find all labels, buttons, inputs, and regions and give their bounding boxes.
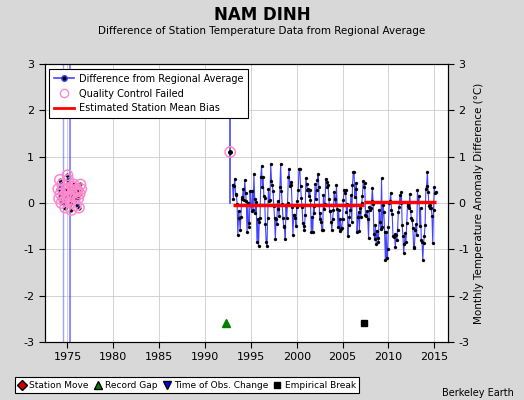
Point — [77, 181, 85, 188]
Text: Difference of Station Temperature Data from Regional Average: Difference of Station Temperature Data f… — [99, 26, 425, 36]
Point — [75, 190, 84, 197]
Point — [61, 204, 69, 211]
Point — [72, 202, 80, 208]
Point — [62, 186, 71, 192]
Point — [65, 186, 73, 192]
Y-axis label: Monthly Temperature Anomaly Difference (°C): Monthly Temperature Anomaly Difference (… — [474, 82, 484, 324]
Point — [56, 177, 64, 183]
Point — [57, 200, 66, 206]
Point — [75, 204, 83, 211]
Text: Berkeley Earth: Berkeley Earth — [442, 388, 514, 398]
Point — [74, 195, 82, 202]
Point — [55, 195, 63, 202]
Point — [59, 186, 67, 192]
Point — [70, 188, 79, 195]
Point — [77, 186, 85, 192]
Point — [66, 193, 74, 199]
Point — [60, 198, 69, 204]
Text: NAM DINH: NAM DINH — [214, 6, 310, 24]
Point — [71, 195, 79, 202]
Point — [54, 186, 62, 192]
Point — [67, 207, 75, 213]
Point — [69, 184, 77, 190]
Legend: Station Move, Record Gap, Time of Obs. Change, Empirical Break: Station Move, Record Gap, Time of Obs. C… — [15, 377, 359, 394]
Point — [68, 190, 77, 197]
Point — [73, 188, 82, 195]
Point — [69, 181, 78, 188]
Point — [226, 149, 234, 155]
Point — [72, 186, 81, 192]
Point — [57, 190, 65, 197]
Legend: Difference from Regional Average, Quality Control Failed, Estimated Station Mean: Difference from Regional Average, Qualit… — [49, 69, 248, 118]
Point — [58, 181, 67, 188]
Point — [63, 172, 72, 178]
Point — [59, 193, 68, 199]
Point — [67, 200, 75, 206]
Point — [64, 177, 72, 183]
Point — [62, 190, 70, 197]
